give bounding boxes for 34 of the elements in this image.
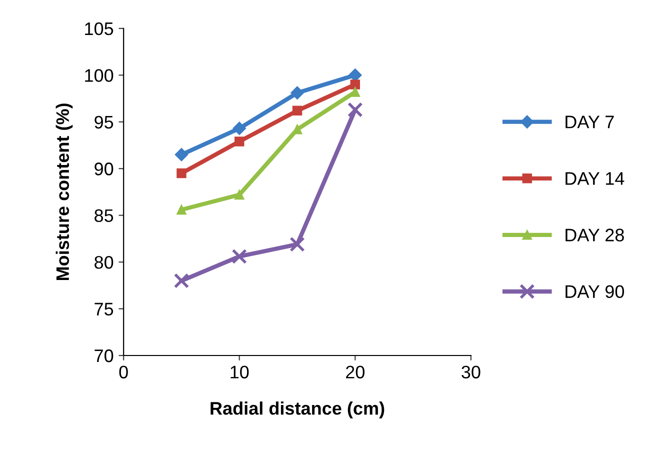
legend-label: DAY 7 [566, 116, 614, 128]
point [234, 190, 244, 200]
y-tick-label: 80 [94, 256, 114, 269]
y-tick-label: 105 [85, 22, 114, 36]
point [350, 87, 360, 97]
x-tick-label: 10 [230, 366, 249, 378]
point [290, 86, 304, 100]
point [234, 136, 244, 146]
point [176, 168, 186, 178]
point [292, 106, 302, 116]
point [174, 273, 190, 288]
y-tick-label: 90 [94, 162, 114, 176]
x-tick-label: 30 [462, 366, 480, 378]
point [174, 148, 188, 162]
x-axis-title: Radial distance (cm) [210, 402, 384, 418]
point [348, 102, 363, 118]
x-tick-label: 0 [119, 366, 128, 378]
legend-label: DAY 14 [566, 172, 624, 185]
point [232, 122, 246, 136]
legend-label: DAY 90 [566, 285, 624, 298]
point [176, 204, 186, 215]
y-tick-label: 95 [94, 116, 114, 129]
point [348, 68, 362, 82]
y-tick-label: 85 [94, 209, 114, 222]
y-tick-label: 75 [94, 302, 114, 316]
point [232, 248, 248, 264]
point [350, 80, 360, 90]
point [292, 124, 302, 134]
point [290, 236, 305, 252]
y-tick-label: 100 [85, 69, 114, 82]
legend-label: DAY 28 [566, 228, 624, 242]
x-tick-label: 20 [346, 366, 364, 378]
y-tick-label: 70 [94, 349, 114, 362]
y-axis-title: Moisture content (%) [56, 104, 73, 280]
